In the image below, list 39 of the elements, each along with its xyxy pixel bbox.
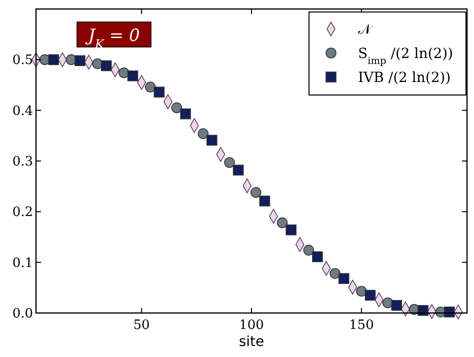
point [154,86,165,98]
legend-label: S$_{imp}$ /(2 ln(2)) [358,46,454,66]
point [48,54,59,66]
x-tick-label: 150 [349,318,374,333]
x-axis-title: site [238,334,264,350]
legend-label: 𝒩 [358,22,374,38]
point [127,70,138,82]
x-tick-label: 50 [133,318,150,333]
point [356,286,367,297]
point [418,305,428,316]
legend-label: IVB /(2 ln(2)) [358,70,451,86]
point [171,102,182,114]
point [364,290,376,301]
x-tick-label: 100 [239,318,264,333]
point [312,251,323,262]
point [224,157,235,168]
point [330,268,340,279]
point [250,187,262,198]
point [276,217,288,228]
point [118,67,130,78]
y-tick-label: 0.5 [12,53,33,68]
point [391,300,402,311]
point [444,306,455,318]
point [259,196,270,206]
point [206,134,218,146]
y-tick-label: 0.0 [12,306,33,322]
point [303,244,314,256]
y-tick-label: 0.2 [12,205,33,220]
y-tick-label: 0.3 [12,154,33,170]
point [286,224,296,236]
point [144,82,156,92]
point [338,273,350,284]
y-tick-label: 0.1 [12,256,33,271]
point [100,60,112,72]
point [198,128,209,140]
y-tick-label: 0.4 [12,104,33,119]
point [74,55,86,66]
point [180,108,191,120]
point [232,164,244,176]
